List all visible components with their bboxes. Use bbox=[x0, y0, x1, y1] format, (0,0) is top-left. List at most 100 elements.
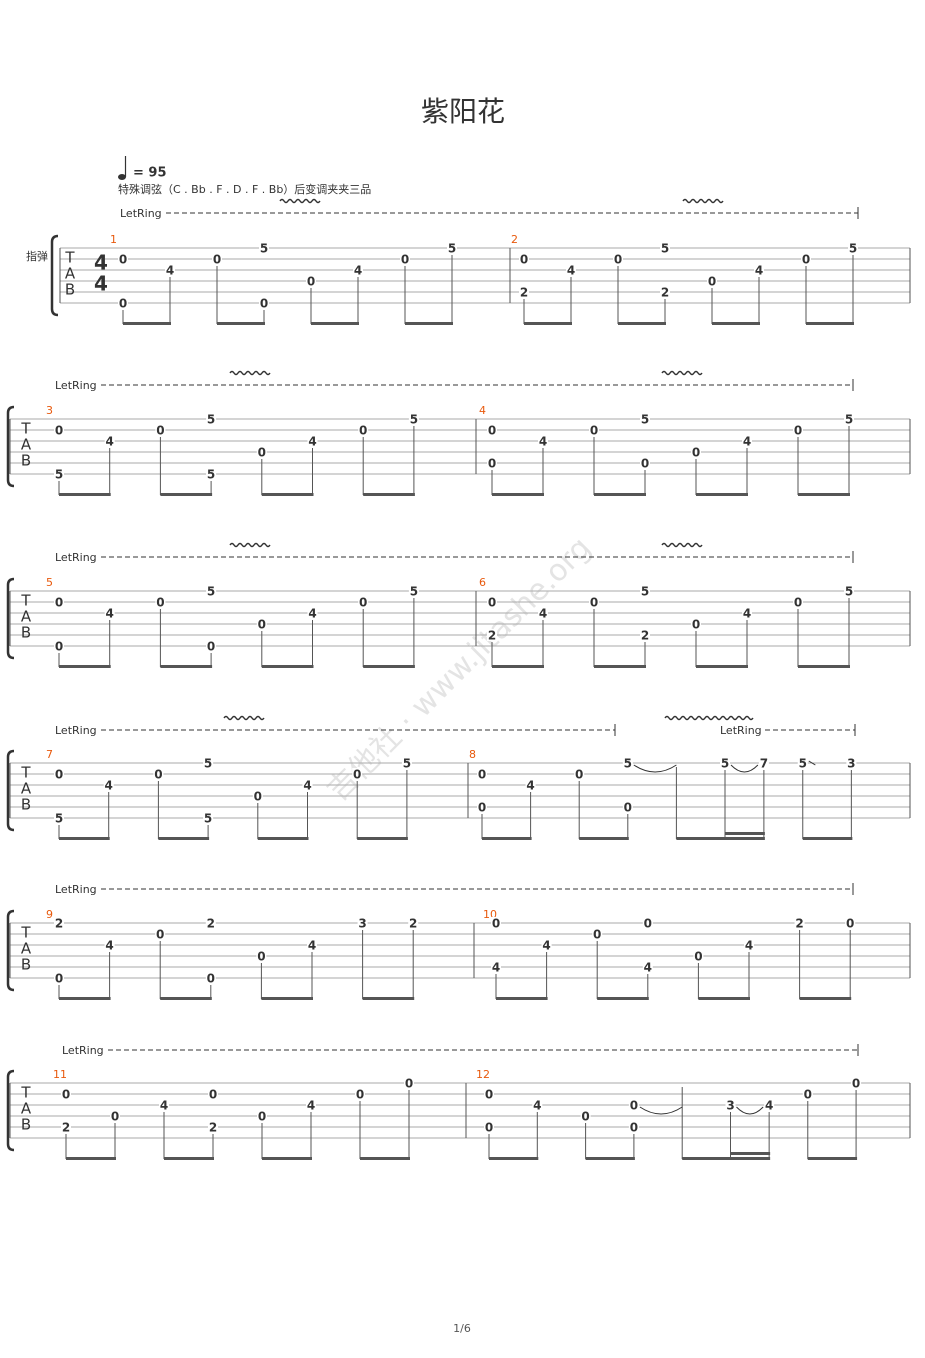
fret-bg bbox=[61, 1121, 71, 1133]
fret-bg bbox=[519, 253, 529, 265]
fret-bg bbox=[802, 1088, 813, 1100]
fret-bg bbox=[574, 768, 585, 780]
fret-number: 0 bbox=[258, 446, 266, 460]
fret-bg bbox=[54, 768, 64, 780]
fret-number: 4 bbox=[308, 435, 316, 449]
fret-bg bbox=[205, 972, 216, 984]
fret-bg bbox=[104, 607, 115, 619]
fret-bg bbox=[487, 424, 497, 436]
fret-bg bbox=[693, 950, 704, 962]
fret-bg bbox=[491, 917, 501, 929]
fret-bg bbox=[484, 1088, 494, 1100]
tab-clef: T bbox=[20, 764, 31, 782]
fret-number: 4 bbox=[105, 939, 113, 953]
fret-bg bbox=[628, 1099, 639, 1111]
instrument: 指弹 bbox=[26, 249, 48, 263]
fret-number: 4 bbox=[105, 779, 113, 793]
fret-bg bbox=[256, 446, 267, 458]
fret-number: 0 bbox=[590, 424, 598, 438]
fret-bg bbox=[408, 413, 419, 425]
fret-number: 5 bbox=[799, 757, 807, 771]
tab-clef: A bbox=[65, 265, 76, 283]
tie bbox=[633, 764, 677, 773]
fret-number: 5 bbox=[204, 757, 212, 771]
beam bbox=[798, 493, 850, 496]
tempo-note bbox=[118, 174, 126, 180]
fret-number: 4 bbox=[303, 779, 311, 793]
fret-number: 5 bbox=[448, 242, 456, 256]
fret-bg bbox=[613, 253, 623, 265]
fret-bg bbox=[484, 1121, 494, 1133]
fret-bg bbox=[477, 768, 487, 780]
fret-number: 0 bbox=[119, 253, 127, 267]
fret-bg bbox=[447, 242, 457, 254]
fret-number: 0 bbox=[694, 950, 702, 964]
fret-bg bbox=[358, 424, 369, 436]
tie bbox=[730, 764, 759, 773]
fret-bg bbox=[793, 596, 803, 608]
tab-clef: B bbox=[21, 624, 31, 642]
tie bbox=[736, 1106, 764, 1115]
beam bbox=[357, 837, 408, 840]
fret-bg bbox=[742, 435, 752, 447]
beam bbox=[363, 493, 415, 496]
fret-bg bbox=[742, 607, 752, 619]
fret-number: 2 bbox=[488, 629, 496, 643]
tab-clef: T bbox=[20, 420, 31, 438]
fret-bg bbox=[212, 253, 222, 265]
beam bbox=[597, 997, 649, 1000]
fret-bg bbox=[491, 961, 501, 973]
fret-number: 0 bbox=[260, 297, 268, 311]
fret-number: 5 bbox=[721, 757, 729, 771]
watermark: 吉他社 · www.jitashe.org bbox=[320, 530, 598, 808]
beam bbox=[698, 997, 750, 1000]
measure-number: 1 bbox=[110, 233, 117, 246]
fret-bg bbox=[54, 640, 64, 652]
system-bracket bbox=[6, 577, 15, 660]
fret-bg bbox=[155, 424, 166, 436]
beam bbox=[594, 665, 646, 668]
fret-bg bbox=[205, 917, 216, 929]
fret-bg bbox=[622, 801, 633, 813]
measure-number: 9 bbox=[46, 908, 53, 921]
fret-number: 4 bbox=[492, 961, 500, 975]
fret-number: 4 bbox=[542, 939, 550, 953]
fret-number: 4 bbox=[106, 435, 114, 449]
tab-clef: T bbox=[20, 592, 31, 610]
fret-bg bbox=[801, 253, 811, 265]
beam bbox=[59, 665, 111, 668]
let-ring: LetRing bbox=[62, 1044, 104, 1057]
system-bracket bbox=[50, 234, 59, 317]
fret-number: 0 bbox=[257, 950, 265, 964]
fret-bg bbox=[153, 768, 164, 780]
fret-bg bbox=[206, 468, 217, 480]
fret-number: 2 bbox=[207, 917, 215, 931]
beam bbox=[806, 322, 854, 325]
beam bbox=[59, 997, 111, 1000]
fret-number: 2 bbox=[62, 1121, 70, 1135]
fret-number: 0 bbox=[207, 972, 215, 986]
let-ring: LetRing bbox=[55, 379, 97, 392]
fret-bg bbox=[203, 812, 214, 824]
fret-bg bbox=[566, 264, 576, 276]
fret-number: 5 bbox=[260, 242, 268, 256]
fret-number: 0 bbox=[405, 1077, 413, 1091]
fret-number: 0 bbox=[581, 1110, 589, 1124]
fret-number: 3 bbox=[726, 1099, 734, 1113]
fret-number: 0 bbox=[593, 928, 601, 942]
fret-number: 5 bbox=[845, 585, 853, 599]
fret-number: 0 bbox=[213, 253, 221, 267]
measure-number: 6 bbox=[479, 576, 486, 589]
fret-number: 4 bbox=[526, 779, 534, 793]
fret-number: 4 bbox=[745, 939, 753, 953]
system-bracket bbox=[6, 405, 15, 488]
beam bbox=[160, 997, 212, 1000]
tab-clef: A bbox=[21, 608, 32, 626]
fret-number: 4 bbox=[160, 1099, 168, 1113]
fret-bg bbox=[54, 424, 64, 436]
fret-number: 4 bbox=[644, 961, 652, 975]
time-signature: 4 bbox=[94, 251, 108, 275]
beam bbox=[712, 322, 760, 325]
tab-clef: T bbox=[20, 1084, 31, 1102]
